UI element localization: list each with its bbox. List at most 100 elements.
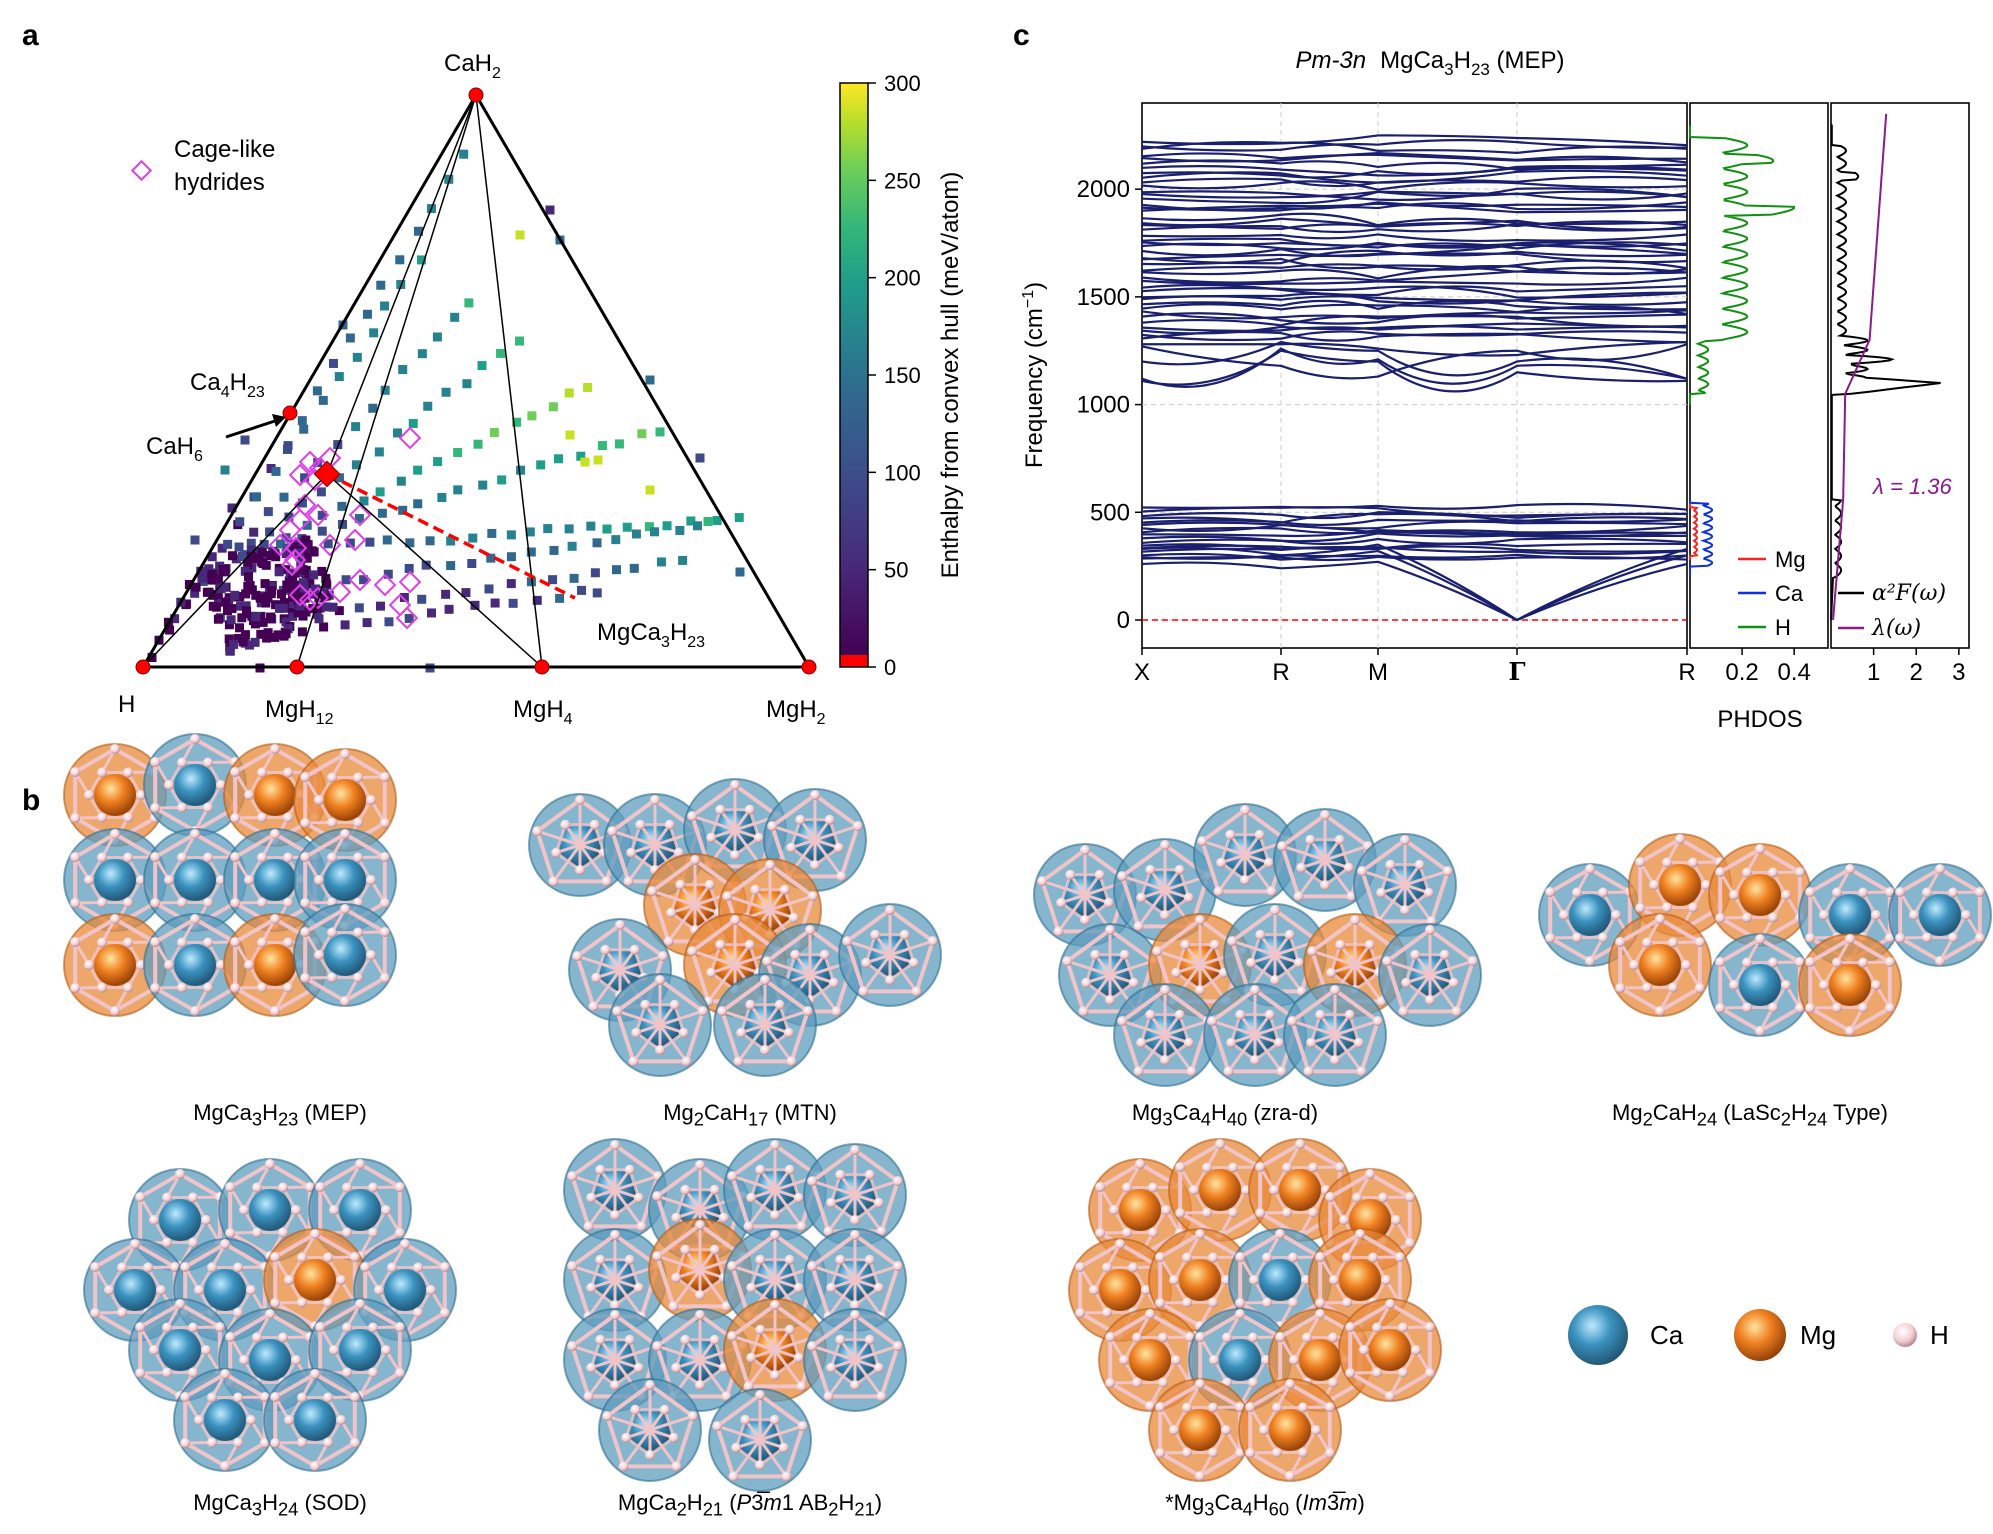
- cah6-arrow: [225, 414, 286, 439]
- hull-point: [413, 465, 423, 475]
- h-atom: [283, 897, 293, 908]
- h-atom: [177, 937, 187, 948]
- ca-atom: [1829, 894, 1871, 936]
- h-atom: [150, 983, 161, 993]
- hull-point: [577, 585, 587, 595]
- h-atom: [1315, 1298, 1326, 1308]
- hull-point: [319, 622, 329, 632]
- hull-point: [317, 526, 327, 536]
- h-bond-ring: [689, 782, 781, 869]
- h-atom: [323, 1297, 333, 1308]
- h-bond: [731, 1334, 800, 1360]
- ca-atom: [249, 1339, 291, 1381]
- h-atom: [1385, 1391, 1395, 1401]
- h-atom: [873, 1362, 884, 1373]
- h-atom: [123, 937, 133, 948]
- h-atom: [786, 1056, 797, 1067]
- h-atom: [1094, 869, 1105, 880]
- phonon-band: [1142, 249, 1687, 265]
- h-atom: [1935, 864, 1945, 874]
- h-atom: [687, 946, 698, 957]
- h-bond: [1229, 833, 1273, 893]
- h-atom: [1284, 929, 1295, 940]
- hull-point: [240, 630, 250, 640]
- colorbar-tick-label: 50: [884, 558, 908, 583]
- h-atom: [626, 847, 637, 858]
- h-atom: [355, 1299, 365, 1309]
- h-bond: [839, 1258, 883, 1318]
- h-atom: [1635, 857, 1646, 867]
- cage-marker: [268, 533, 292, 557]
- h-atom: [635, 819, 646, 830]
- h-atom: [1075, 1262, 1086, 1272]
- phonon-band: [1142, 180, 1687, 191]
- h-atom: [1269, 1185, 1279, 1195]
- h-bond: [590, 1174, 659, 1200]
- h-atom: [680, 1334, 691, 1345]
- h-atom: [602, 1411, 613, 1422]
- h-atom: [1350, 915, 1360, 925]
- h-atom: [647, 886, 658, 897]
- h-atom: [835, 1254, 846, 1265]
- hull-point: [242, 606, 252, 616]
- h-atom: [715, 939, 726, 950]
- h-atom: [368, 1227, 378, 1238]
- h-atom: [1095, 1228, 1106, 1238]
- h-atom: [84, 875, 94, 885]
- h-atom: [1080, 845, 1090, 855]
- h-atom: [1615, 937, 1626, 947]
- h-atom: [1305, 834, 1316, 845]
- h-atom: [1298, 1402, 1308, 1413]
- h-atom: [1109, 1205, 1119, 1215]
- h-atom: [1306, 1037, 1317, 1048]
- h-bond: [747, 1328, 791, 1388]
- h-atom: [150, 757, 161, 767]
- h-atom: [1832, 957, 1842, 968]
- h-atom: [715, 804, 726, 815]
- h-atom: [340, 829, 350, 839]
- h-atom: [1255, 1162, 1266, 1172]
- hull-point: [207, 552, 217, 562]
- h-atom: [246, 1415, 256, 1425]
- h-atom: [876, 1391, 887, 1402]
- stable-phase-markers: [135, 87, 817, 675]
- h-atom: [110, 744, 120, 754]
- crystal-structures: [63, 733, 1992, 1492]
- colorbar-tick-label: 0: [884, 655, 896, 680]
- h-atom: [1175, 1162, 1186, 1172]
- h-atom: [1135, 1159, 1145, 1169]
- hull-point: [421, 560, 431, 570]
- h-bond: [1386, 959, 1455, 985]
- mg-atom: [1739, 874, 1781, 916]
- h-atom: [1246, 957, 1257, 968]
- h-bond: [644, 1003, 688, 1063]
- hull-point: [506, 552, 516, 562]
- h-atom: [770, 1210, 780, 1220]
- colorbar: 300 250 200 150 100 50 0 Enthalpy from convex …: [839, 71, 964, 680]
- mg-atom: [254, 774, 296, 816]
- hull-point: [204, 564, 214, 574]
- h-atom: [1642, 937, 1652, 948]
- h-atom: [668, 1432, 679, 1443]
- h-atom: [1368, 1252, 1378, 1263]
- h-atom: [342, 1322, 352, 1333]
- h-atom: [730, 780, 740, 790]
- h-atom: [548, 876, 559, 887]
- h-atom: [1315, 1309, 1325, 1319]
- hull-point: [213, 597, 223, 607]
- h-atom: [270, 1392, 281, 1402]
- phdos-legend-label: Mg: [1775, 547, 1806, 572]
- h-atom: [207, 1437, 217, 1448]
- acoustic-branch: [1142, 560, 1687, 622]
- mg-atom: [1199, 1169, 1241, 1211]
- h-atom: [1400, 905, 1410, 915]
- h-atom: [1353, 1037, 1364, 1048]
- phonon-band: [1142, 341, 1687, 357]
- h-atom: [767, 821, 778, 832]
- hull-point: [382, 535, 392, 545]
- h-atom: [1398, 1367, 1408, 1378]
- h-atom: [807, 891, 818, 902]
- ca-atom: [94, 859, 136, 901]
- h-bond-ring: [719, 977, 811, 1064]
- hull-point: [318, 395, 328, 405]
